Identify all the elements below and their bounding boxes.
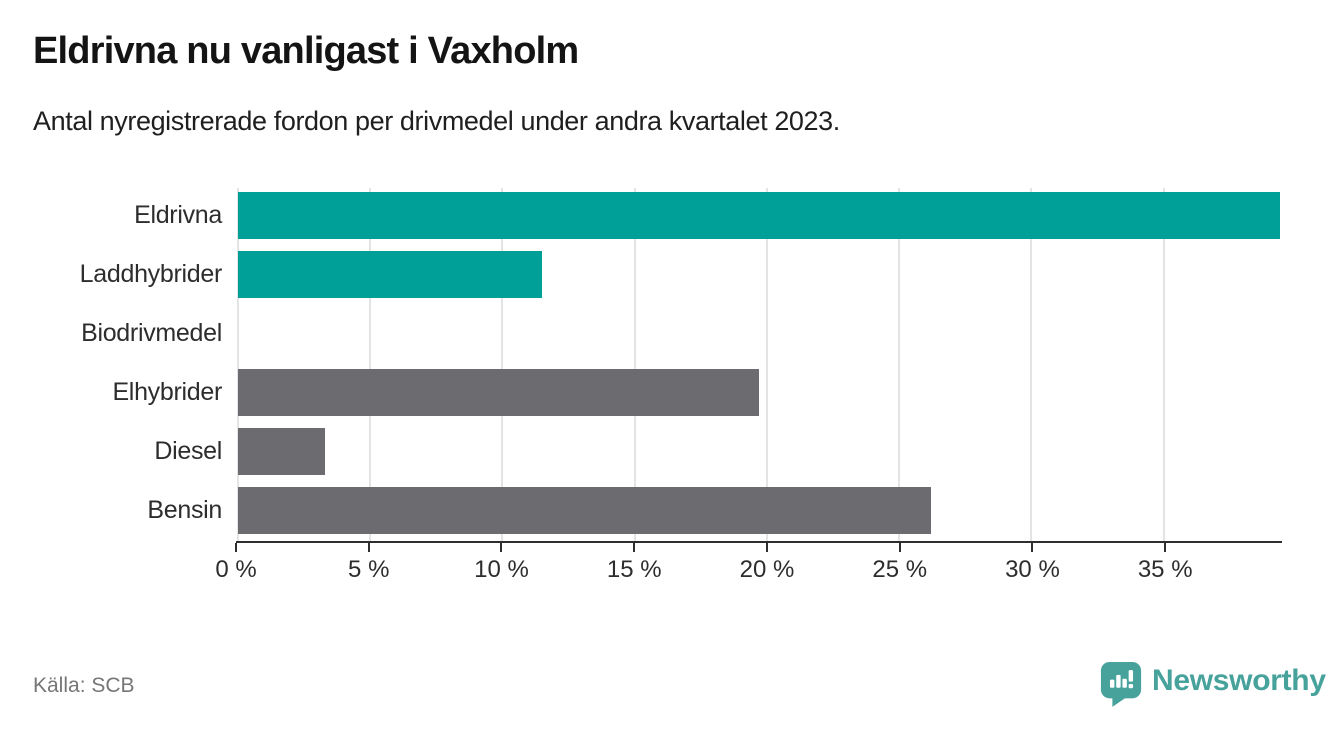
newsworthy-logo-text: Newsworthy bbox=[1152, 663, 1326, 697]
gridline bbox=[237, 188, 239, 541]
gridlines bbox=[237, 188, 1280, 541]
plot-area bbox=[237, 188, 1280, 541]
gridline bbox=[1162, 188, 1165, 541]
page-title: Eldrivna nu vanligast i Vaxholm bbox=[33, 30, 579, 72]
bar-eldrivna bbox=[238, 192, 1280, 239]
axis-tick-label: 20 % bbox=[739, 556, 795, 583]
x-axis: 0 % 5 % 10 % 15 % 20 % 25 % 30 % 35 % bbox=[215, 541, 1282, 586]
source-attribution: Källa: SCB bbox=[33, 674, 135, 697]
axis-tick bbox=[500, 543, 503, 552]
axis-tick bbox=[898, 543, 901, 552]
gridline bbox=[898, 188, 901, 541]
gridline bbox=[369, 188, 372, 541]
axis-tick bbox=[1164, 543, 1167, 552]
category-label: Laddhybrider bbox=[79, 260, 223, 288]
axis-tick-label: 10 % bbox=[474, 556, 529, 583]
category-labels: Eldrivna Laddhybrider Biodrivmedel Elhybrid… bbox=[0, 188, 223, 541]
axis-tick-label: 0 % bbox=[215, 556, 257, 583]
bar-diesel bbox=[238, 428, 326, 475]
axis-tick-label: 35 % bbox=[1137, 556, 1193, 583]
gridline bbox=[1030, 188, 1033, 541]
category-label: Diesel bbox=[154, 437, 222, 465]
axis-tick bbox=[367, 543, 370, 552]
axis-tick bbox=[1031, 543, 1034, 552]
category-label: Biodrivmedel bbox=[81, 319, 222, 347]
chart-subtitle: Antal nyregistrerade fordon per drivmede… bbox=[33, 106, 840, 136]
bar-elhybrider bbox=[238, 369, 759, 416]
axis-tick-label: 25 % bbox=[872, 556, 928, 583]
newsworthy-logo: Newsworthy bbox=[1099, 660, 1326, 707]
gridline bbox=[633, 188, 636, 541]
axis-tick bbox=[235, 543, 237, 552]
category-label: Bensin bbox=[147, 496, 222, 524]
bars bbox=[238, 188, 1280, 541]
axis-tick-label: 5 % bbox=[348, 556, 390, 583]
axis-tick bbox=[765, 543, 768, 552]
axis-tick bbox=[633, 543, 636, 552]
category-label: Eldrivna bbox=[134, 201, 222, 229]
bar-laddhybrider bbox=[238, 251, 543, 298]
gridline bbox=[765, 188, 768, 541]
newsworthy-logo-icon bbox=[1100, 661, 1142, 707]
bar-bensin bbox=[238, 487, 931, 534]
gridline bbox=[501, 188, 504, 541]
axis-tick-label: 30 % bbox=[1005, 556, 1060, 583]
category-label: Elhybrider bbox=[112, 378, 222, 406]
axis-tick-label: 15 % bbox=[606, 556, 662, 583]
